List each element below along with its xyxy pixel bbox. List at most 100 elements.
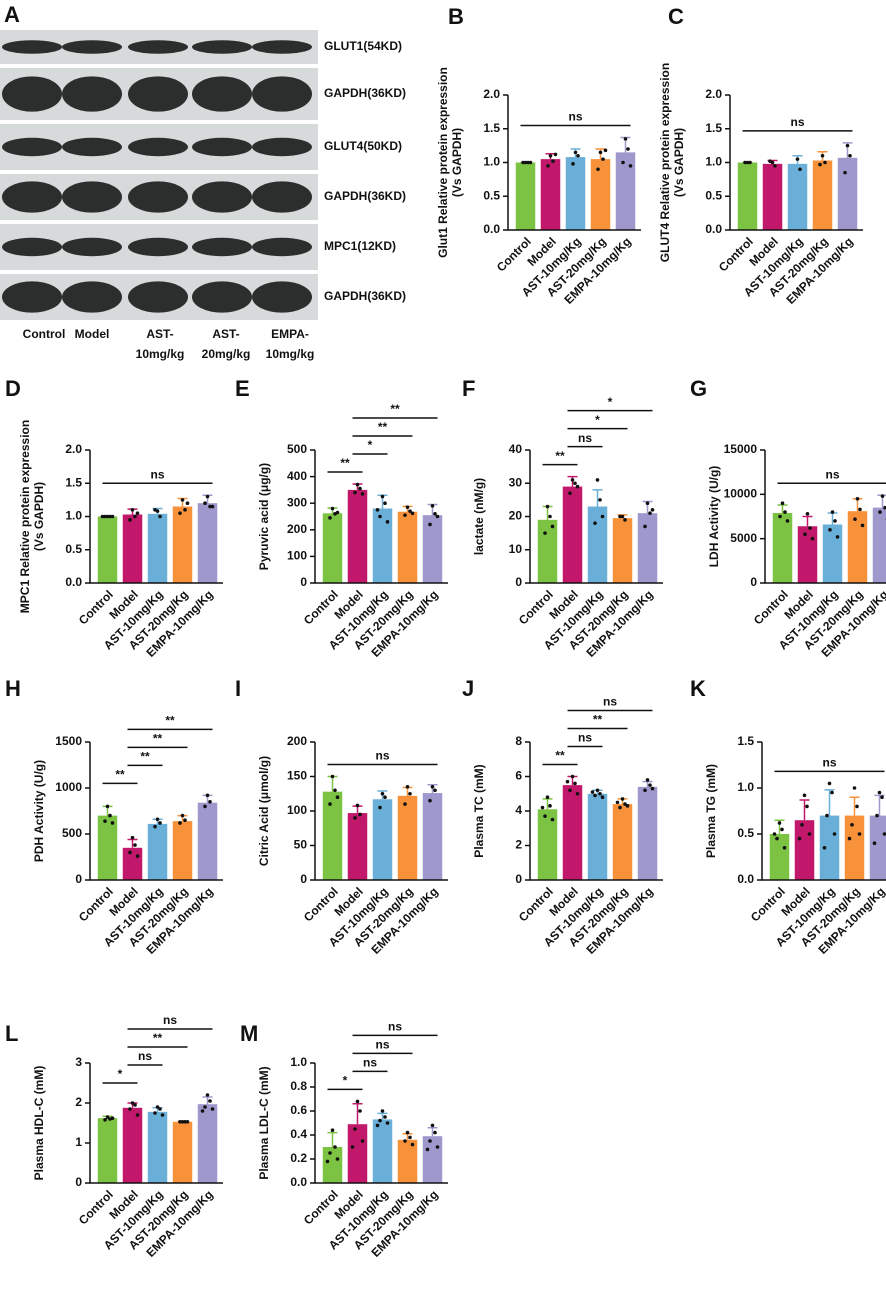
axes — [89, 450, 223, 584]
y-tick-label: 200 — [287, 734, 307, 748]
data-point — [618, 514, 622, 519]
blot-band — [62, 76, 122, 112]
significance-label: ** — [593, 713, 603, 727]
data-point — [595, 788, 600, 793]
error-bar — [827, 512, 838, 525]
error-bar — [427, 1127, 438, 1137]
axes — [89, 742, 223, 881]
y-tick-label: 2 — [75, 1095, 82, 1109]
blot-band — [62, 40, 122, 54]
data-point — [620, 797, 625, 801]
data-point — [805, 804, 809, 809]
data-point — [428, 1139, 432, 1143]
axes — [529, 450, 663, 584]
data-point — [845, 143, 850, 148]
data-point — [595, 478, 600, 482]
data-point — [855, 496, 860, 501]
data-point — [433, 1130, 437, 1135]
y-tick-label: 100 — [287, 803, 307, 817]
data-point — [433, 788, 437, 793]
error-bar — [127, 838, 138, 848]
blot-band — [252, 40, 312, 54]
significance-label: ** — [165, 714, 175, 728]
blot-band — [2, 76, 62, 112]
data-point — [108, 813, 112, 818]
data-point — [848, 153, 852, 158]
data-point — [208, 1099, 212, 1103]
data-point — [130, 835, 135, 840]
bar — [794, 820, 815, 880]
bar — [869, 815, 886, 880]
y-tick-label: 1 — [75, 1135, 82, 1149]
data-point — [598, 791, 602, 796]
bar — [147, 1111, 168, 1183]
panel-letter: C — [668, 4, 684, 29]
data-point — [823, 160, 827, 165]
data-point — [103, 514, 107, 519]
blot-band — [2, 137, 62, 157]
blot-band — [128, 237, 188, 257]
data-point — [805, 512, 810, 516]
bar — [797, 526, 818, 583]
data-point — [833, 519, 837, 523]
significance-label: ** — [555, 449, 565, 463]
data-point — [847, 836, 852, 841]
y-tick-label: 0.5 — [65, 542, 82, 556]
data-point — [573, 150, 578, 155]
data-point — [403, 513, 407, 517]
data-point — [820, 153, 825, 158]
y-tick-label: 0 — [75, 1175, 82, 1189]
data-point — [208, 504, 212, 509]
data-point — [620, 514, 625, 519]
bar — [347, 489, 368, 583]
data-point — [130, 508, 135, 512]
blot-band — [2, 181, 62, 213]
significance-label: ns — [822, 756, 836, 770]
y-tick-label: 0 — [300, 575, 307, 589]
y-tick-label: 1.0 — [483, 155, 500, 169]
blot-band — [2, 40, 62, 54]
data-point — [645, 501, 650, 506]
blot-band — [252, 237, 312, 257]
band-label: GAPDH(36KD) — [324, 86, 406, 100]
data-point — [178, 1120, 182, 1124]
bar — [122, 1107, 143, 1183]
lane-label: Control — [23, 327, 66, 341]
band-label: GLUT1(54KD) — [324, 39, 402, 53]
panel-letter: L — [5, 1021, 18, 1046]
blot-band — [252, 76, 312, 112]
data-point — [798, 167, 802, 172]
data-point — [408, 791, 412, 796]
y-tick-label: 2.0 — [483, 87, 500, 101]
data-point — [200, 1109, 205, 1113]
bar — [172, 821, 193, 880]
data-point — [872, 841, 877, 845]
data-point — [773, 164, 777, 168]
data-point — [528, 160, 533, 165]
data-point — [178, 511, 182, 515]
data-point — [380, 1109, 385, 1113]
y-tick-label: 0.2 — [290, 1151, 307, 1165]
axes — [89, 1063, 223, 1184]
significance-label: * — [608, 395, 613, 409]
significance-label: ** — [153, 1031, 163, 1045]
data-point — [378, 514, 382, 519]
data-point — [203, 501, 207, 506]
data-point — [128, 1107, 132, 1111]
data-point — [543, 814, 547, 818]
bar — [422, 515, 443, 583]
data-point — [548, 153, 553, 158]
data-point — [353, 490, 357, 495]
y-tick-label: 0.5 — [737, 826, 754, 840]
lane-label: Model — [75, 327, 110, 341]
significance-label: ** — [153, 732, 163, 746]
significance-label: ** — [140, 750, 150, 764]
y-tick-label: 0.5 — [705, 188, 722, 202]
data-point — [743, 160, 747, 165]
y-axis-label: PDH Activity (U/g) — [32, 760, 46, 862]
data-point — [383, 501, 387, 506]
error-bar — [874, 794, 885, 816]
y-tick-label: 0 — [515, 575, 522, 589]
y-tick-label: 400 — [287, 469, 307, 483]
data-point — [205, 1093, 210, 1097]
